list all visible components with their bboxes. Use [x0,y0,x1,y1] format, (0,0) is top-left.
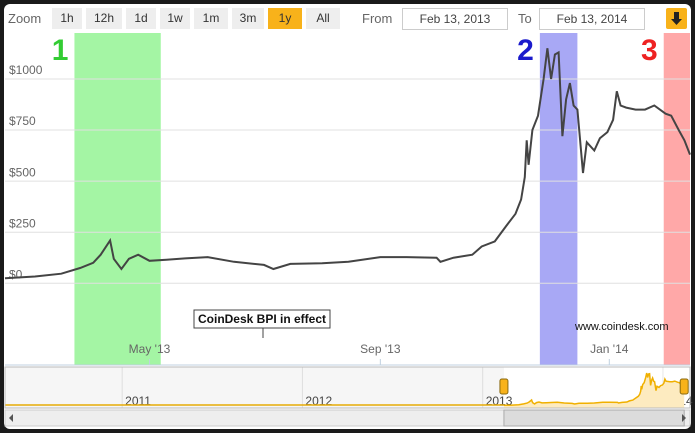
annotation-box [193,309,331,329]
range-button[interactable]: 3m [232,8,264,29]
band-label: 2 [517,34,534,67]
scrollbar-thumb[interactable] [503,409,685,427]
to-input[interactable]: Feb 13, 2014 [539,8,645,30]
scrollbar-arrow-right [682,414,686,422]
credit: www.coindesk.com [574,321,669,333]
range-button[interactable]: 1w [160,8,190,29]
x-tick-label: Jan '14 [590,342,629,356]
highlight-band [663,33,690,365]
y-tick-label: $500 [9,165,36,179]
navigator-handle[interactable] [679,378,689,395]
from-label: From [362,11,393,26]
y-tick-label: $1000 [9,63,43,77]
from-input[interactable]: Feb 13, 2013 [402,8,508,30]
range-button[interactable]: 1h [52,8,82,29]
navigator-area [503,373,685,408]
band-label: 3 [641,34,658,67]
y-tick-label: $750 [9,114,36,128]
download-icon [671,12,682,25]
y-tick-label: $0 [9,267,23,281]
scrollbar-arrow-left [9,414,13,422]
range-button[interactable]: 1m [194,8,228,29]
range-button[interactable]: 1d [126,8,156,29]
navigator-frame [4,366,691,409]
x-tick-label: May '13 [129,342,171,356]
highlight-band [74,33,161,365]
range-button[interactable]: 1y [268,8,302,29]
band-label: 1 [52,34,69,67]
to-label: To [518,11,532,26]
navigator-handle[interactable] [499,378,509,395]
y-tick-label: $250 [9,216,36,230]
download-button[interactable] [666,8,687,29]
range-button[interactable]: All [306,8,340,29]
navigator-mask [5,367,504,408]
toolbar: Zoom From Feb 13, 2013 To Feb 13, 2014 1… [0,0,695,32]
highlight-band [539,33,578,365]
navigator-line [503,372,685,407]
range-button[interactable]: 12h [86,8,122,29]
zoom-label: Zoom [8,11,42,26]
x-tick-label: Sep '13 [360,342,401,356]
annotation: CoinDesk BPI in effect [198,312,326,326]
price-line [4,48,691,280]
